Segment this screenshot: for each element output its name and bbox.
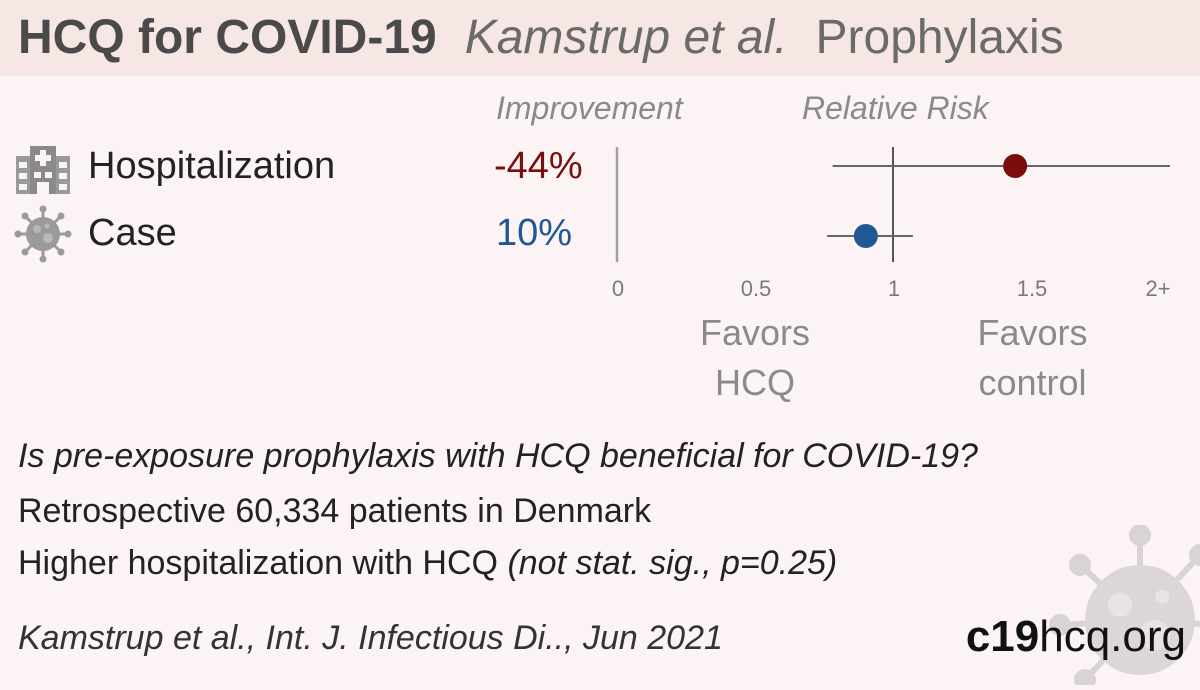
finding-main: Higher hospitalization with HCQ [18,544,498,582]
point-hospitalization [1003,154,1028,178]
relative-risk-column-header: Relative Risk [802,90,989,126]
study-finding: Higher hospitalization with HCQ (not sta… [18,544,837,583]
favors-hcq-line-2: HCQ [715,362,795,403]
axis-tick-1: 1 [888,276,900,301]
axis-tick-2-plus: 2+ [1145,276,1170,301]
axis-tick-0: 0 [612,276,624,301]
brand-rest: hcq.org [1039,612,1186,661]
title-type: Prophylaxis [815,11,1064,64]
row-label-case: Case [88,212,177,254]
brand-bold: c19 [965,612,1040,661]
favors-hcq-line-1: Favors [699,312,811,353]
page-title: HCQ for COVID-19 Kamstrup et al. Prophylax… [18,10,1064,65]
axis-tick-1-5: 1.5 [1017,276,1048,301]
point-case [853,224,878,248]
study-design: Retrospective 60,334 patients in Denmark [18,492,652,530]
favors-control-line-2: control [978,362,1087,403]
improvement-column-header: Improvement [496,90,683,126]
forest-plot: 0 0.5 1 1.5 2+ [612,147,1171,301]
finding-note: (not stat. sig., p=0.25) [507,544,838,582]
axis-tick-0-5: 0.5 [741,276,772,301]
favors-control-label: Favors control [955,308,1110,408]
title-author: Kamstrup et al. [464,11,788,64]
hospital-icon [16,144,70,201]
improvement-case: 10% [496,212,573,254]
study-question: Is pre-exposure prophylaxis with HCQ ben… [18,437,978,475]
title-main: HCQ for COVID-19 [18,11,437,64]
citation: Kamstrup et al., Int. J. Infectious Di..… [18,619,723,657]
row-label-hospitalization: Hospitalization [88,145,336,187]
header-bar [0,0,1200,76]
improvement-hospitalization: -44% [494,145,583,187]
virus-icon [14,205,72,268]
favors-hcq-label: Favors HCQ [680,308,830,408]
virus-watermark-icon [1040,524,1200,690]
brand-logo: c19hcq.org [966,612,1186,662]
favors-control-line-1: Favors [977,312,1088,353]
